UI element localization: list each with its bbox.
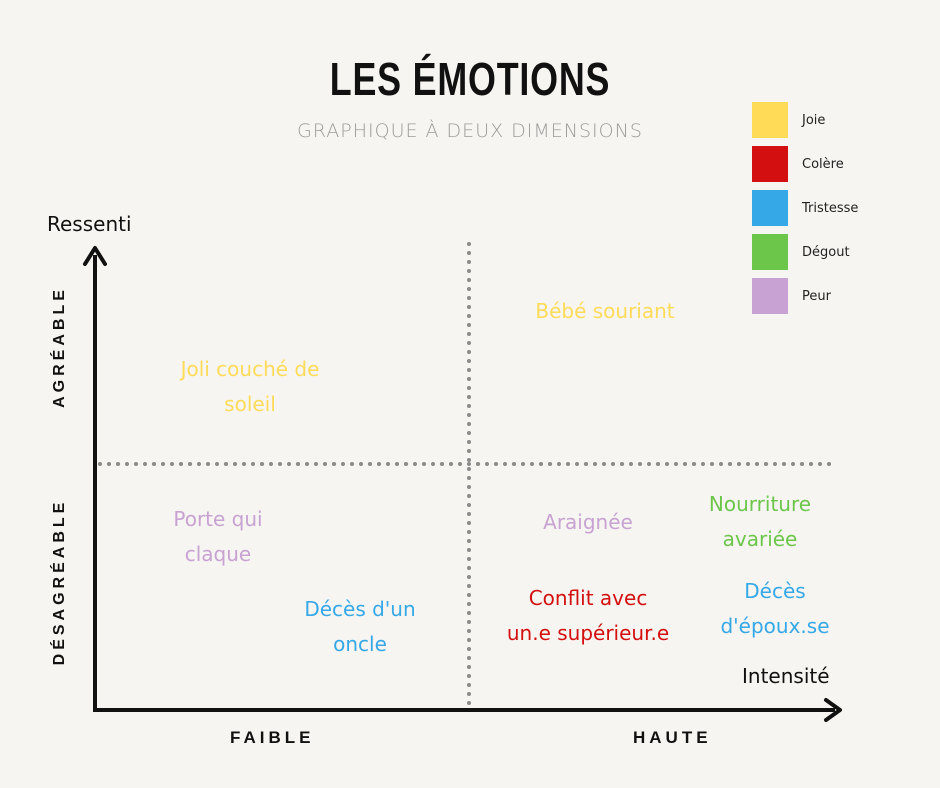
y-top-label: AGRÉABLE: [51, 286, 68, 408]
item-nourriture-avariee: Nourriture avariée: [680, 487, 840, 557]
legend-swatch-degout: [752, 234, 788, 270]
item-line: Porte qui: [173, 507, 263, 531]
item-line: Décès: [744, 579, 806, 603]
legend-swatch-joie: [752, 102, 788, 138]
legend-item-tristesse: Tristesse: [752, 186, 858, 230]
legend-item-joie: Joie: [752, 98, 858, 142]
item-deces-oncle: Décès d'un oncle: [270, 592, 450, 662]
legend-label-joie: Joie: [802, 112, 826, 128]
item-porte-qui-claque: Porte qui claque: [128, 502, 308, 572]
legend-swatch-tristesse: [752, 190, 788, 226]
item-line: oncle: [333, 632, 387, 656]
x-axis-arrowhead: [824, 698, 842, 722]
legend-label-tristesse: Tristesse: [802, 200, 859, 216]
x-right-label: HAUTE: [633, 728, 712, 747]
page-subtitle: GRAPHIQUE À DEUX DIMENSIONS: [297, 120, 643, 142]
item-line: Araignée: [543, 510, 633, 534]
item-joli-coucher: Joli couché de soleil: [150, 352, 350, 422]
legend-swatch-colere: [752, 146, 788, 182]
item-line: Conflit avec: [528, 586, 648, 610]
item-line: Nourriture: [708, 492, 812, 516]
item-conflit-superieur: Conflit avec un.e supérieur.e: [483, 581, 693, 651]
item-deces-epoux: Décès d'époux.se: [700, 574, 850, 644]
legend-label-colere: Colère: [802, 156, 844, 172]
item-line: d'époux.se: [720, 614, 830, 638]
page-title: LES ÉMOTIONS: [329, 53, 611, 105]
item-line: Bébé souriant: [535, 299, 675, 323]
x-left-label: FAIBLE: [230, 728, 315, 747]
item-line: un.e supérieur.e: [506, 621, 670, 645]
x-axis-label: Intensité: [742, 664, 830, 688]
item-line: avariée: [722, 527, 798, 551]
item-araignee: Araignée: [508, 505, 668, 540]
item-line: Joli couché de: [180, 357, 320, 381]
item-line: Décès d'un: [304, 597, 416, 621]
legend-label-degout: Dégout: [802, 244, 850, 260]
legend-item-peur: Peur: [752, 274, 858, 318]
legend: Joie Colère Tristesse Dégout Peur: [752, 98, 858, 318]
y-axis-label: Ressenti: [47, 212, 132, 236]
legend-item-colere: Colère: [752, 142, 858, 186]
item-line: soleil: [224, 392, 276, 416]
legend-item-degout: Dégout: [752, 230, 858, 274]
item-bebe-souriant: Bébé souriant: [500, 294, 710, 329]
legend-label-peur: Peur: [802, 288, 831, 304]
legend-swatch-peur: [752, 278, 788, 314]
y-axis-arrowhead: [83, 246, 107, 266]
y-bottom-label: DÉSAGRÉABLE: [51, 498, 68, 666]
item-line: claque: [184, 542, 252, 566]
